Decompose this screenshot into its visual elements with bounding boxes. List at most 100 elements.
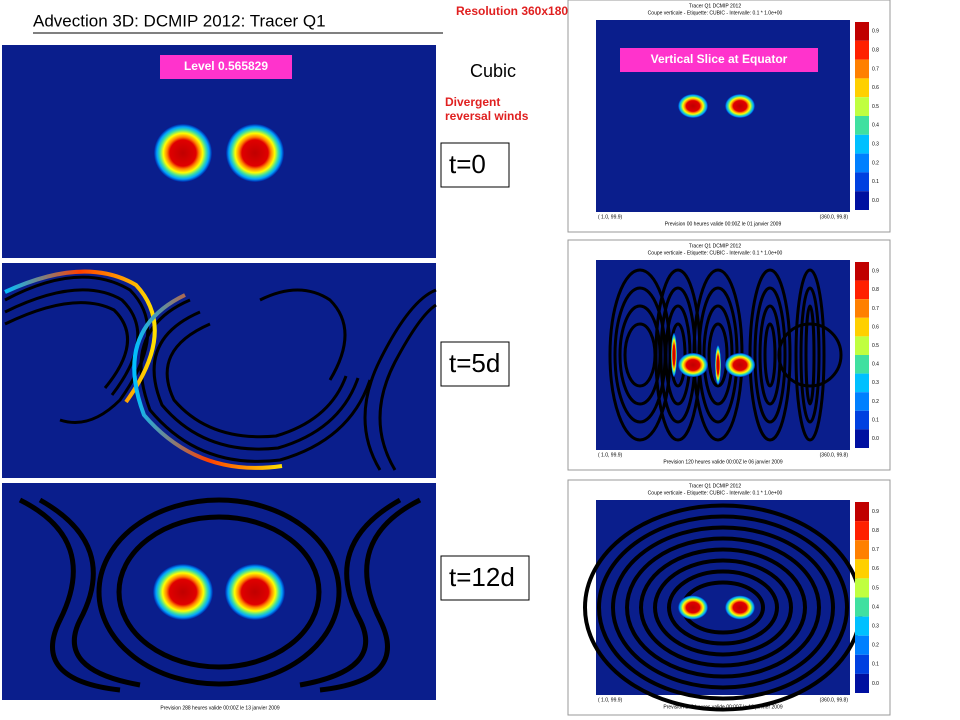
colorbar-label: 0.2	[872, 643, 879, 649]
time-labels: t=0 t=5d t=12d	[440, 142, 530, 601]
level-label: Level 0.565829	[184, 59, 268, 73]
colorbar-swatch	[855, 116, 869, 135]
colorbar-label: 0.2	[872, 160, 879, 166]
contour	[625, 536, 821, 679]
colorbar-swatch	[855, 616, 869, 636]
scheme: Cubic	[470, 61, 516, 81]
blob	[225, 564, 285, 620]
colorbar-label: 0.3	[872, 623, 879, 629]
colorbar-label: 0.4	[872, 362, 879, 368]
colorbar-label: 0.7	[872, 66, 879, 72]
slice-subtitle: Coupe verticale - Etiquette: CUBIC - Int…	[648, 10, 783, 16]
slice-badge	[620, 48, 818, 72]
colorbar-label: 0.3	[872, 380, 879, 386]
colorbar-swatch	[855, 635, 869, 655]
blob	[154, 124, 212, 182]
colorbar-swatch	[855, 134, 869, 154]
map-caption: Prevision 288 heures valide 00:00Z le 13…	[160, 705, 279, 711]
time-box	[440, 341, 510, 387]
slice-title: Tracer Q1 DCMIP 2012	[689, 243, 741, 249]
colorbar-label: 0.8	[872, 48, 879, 54]
colorbar-swatch	[855, 280, 869, 300]
colorbar-swatch	[855, 597, 869, 617]
blob	[725, 595, 755, 620]
colorbar-swatch	[855, 336, 869, 355]
corner-left: ( 1.0, 99.9)	[598, 452, 623, 458]
colorbar-label: 0.0	[872, 198, 879, 204]
colorbar-swatch	[855, 40, 869, 60]
colorbar-label: 0.3	[872, 142, 879, 148]
level-badge	[160, 55, 292, 79]
corner-left: ( 1.0, 99.9)	[598, 697, 623, 703]
colorbar-swatch	[855, 540, 869, 560]
colorbar-label: 0.1	[872, 417, 879, 423]
colorbar-swatch	[855, 191, 869, 210]
contour	[639, 547, 807, 668]
colorbar-label: 0.5	[872, 343, 879, 349]
contour	[707, 322, 729, 388]
colorbar-swatch	[855, 373, 869, 393]
colorbar-swatch	[855, 521, 869, 541]
blob	[678, 94, 708, 118]
winds-line: reversal winds	[445, 109, 529, 123]
contours	[18, 497, 422, 693]
contour	[748, 268, 792, 442]
colorbar-swatch	[855, 78, 869, 98]
blob	[153, 564, 213, 620]
colorbar-swatch	[855, 97, 869, 116]
corner-right: (360.0, 99.8)	[820, 452, 849, 458]
colorbar-label: 0.4	[872, 604, 879, 610]
streak	[4, 269, 157, 404]
title: Advection 3D: DCMIP 2012: Tracer Q1	[33, 11, 326, 30]
colorbar-label: 0.6	[872, 324, 879, 330]
time-box	[440, 142, 510, 188]
colorbar-swatch	[855, 172, 869, 192]
slice-panels: Tracer Q1 DCMIP 2012 Coupe verticale - Et…	[567, 0, 891, 716]
slice-caption: Prevision 288 heures valide 00:00Z le 13…	[663, 704, 782, 710]
contour	[763, 322, 777, 388]
contour	[597, 514, 849, 701]
streak	[671, 333, 677, 377]
slice-label: Vertical Slice at Equator	[651, 52, 788, 66]
colorbar-swatch	[855, 153, 869, 173]
colorbar-swatch	[855, 673, 869, 693]
corner-right: (360.0, 99.8)	[820, 697, 849, 703]
time-label: t=0	[449, 149, 486, 179]
colorbar-swatch	[855, 262, 869, 281]
contour	[667, 569, 779, 646]
contour	[753, 286, 787, 424]
time-label: t=12d	[449, 562, 515, 592]
colorbar-label: 0.2	[872, 399, 879, 405]
colorbar-swatch	[855, 578, 869, 598]
contour	[799, 286, 821, 424]
colorbar-label: 0.4	[872, 123, 879, 129]
streak	[132, 293, 283, 470]
colorbar-label: 0.5	[872, 104, 879, 110]
colorbar-label: 0.7	[872, 547, 879, 553]
contour	[794, 268, 826, 442]
blob	[226, 124, 284, 182]
blob	[678, 353, 708, 377]
colorbar-label: 0.7	[872, 306, 879, 312]
corner-left: ( 1.0, 99.9)	[598, 214, 623, 220]
slice-caption: Prevision 00 heures valide 00:00Z le 01 …	[665, 221, 782, 227]
map-t0	[2, 45, 436, 258]
slice-title: Tracer Q1 DCMIP 2012	[689, 483, 741, 489]
colorbar-swatch	[855, 22, 869, 41]
colorbar-swatch	[855, 355, 869, 374]
colorbar-label: 0.8	[872, 287, 879, 293]
contour	[777, 322, 843, 388]
blob	[678, 595, 708, 620]
colorbar-label: 0.0	[872, 681, 879, 687]
colorbar-label: 0.1	[872, 179, 879, 185]
slice-caption: Prevision 120 heures valide 00:00Z le 06…	[663, 459, 782, 465]
colorbar-swatch	[855, 410, 869, 430]
winds-line: Divergent	[445, 95, 500, 109]
blob	[725, 94, 755, 118]
blob	[725, 353, 755, 377]
colorbar-label: 0.1	[872, 662, 879, 668]
time-box	[440, 555, 530, 601]
colorbar-label: 0.9	[872, 29, 879, 35]
